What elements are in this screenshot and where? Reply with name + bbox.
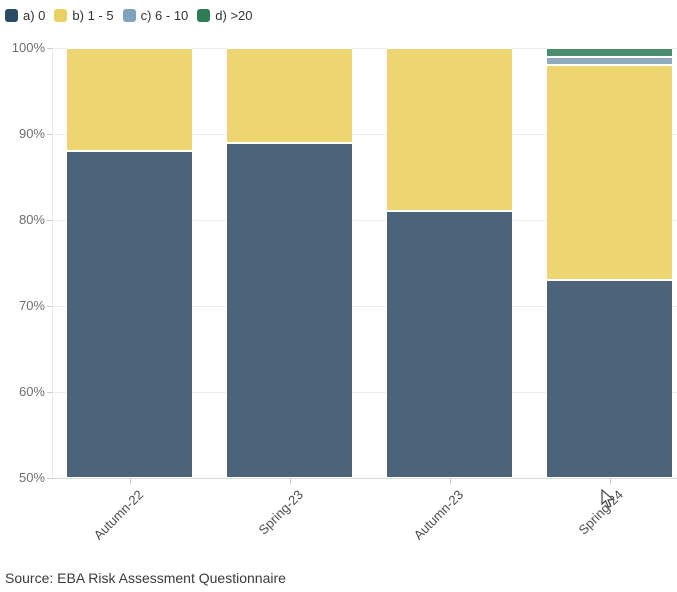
gridline-100 (52, 48, 677, 49)
legend-swatch-icon (122, 9, 136, 22)
y-tick-mark (47, 306, 52, 307)
stacked-bar-spring-24 (546, 48, 673, 478)
bar-segment-b-1-5 (386, 48, 513, 212)
gridline-80 (52, 220, 677, 221)
bar-segment-a-0 (226, 142, 353, 478)
source-caption: Source: EBA Risk Assessment Questionnair… (5, 570, 286, 586)
bar-segment-a-0 (546, 280, 673, 478)
y-axis-label-90: 90% (18, 126, 45, 141)
bar-segment-b-1-5 (226, 48, 353, 143)
stacked-bar-autumn-23 (386, 48, 513, 478)
legend-item-c-6-10[interactable]: c) 6 - 10 (122, 8, 189, 23)
y-axis-label-70: 70% (18, 298, 45, 313)
y-axis-label-50: 50% (18, 470, 45, 485)
legend-label: a) 0 (23, 8, 46, 23)
x-axis-label-autumn-23: Autumn-23 (410, 487, 467, 543)
mouse-cursor-icon (601, 489, 615, 508)
bar-segment-b-1-5 (546, 65, 673, 281)
x-tick-mark (289, 479, 291, 484)
x-tick-mark (449, 479, 451, 484)
bar-segment-d-20 (546, 48, 673, 57)
gridline-50 (52, 478, 677, 479)
legend-swatch-icon (54, 9, 68, 22)
bar-segment-a-0 (66, 151, 193, 478)
y-axis-label-100: 100% (11, 40, 45, 55)
y-axis-label-80: 80% (18, 212, 45, 227)
stacked-bar-autumn-22 (66, 48, 193, 478)
y-axis-line (52, 48, 53, 478)
stacked-bar-spring-23 (226, 48, 353, 478)
legend-item-b-1-5[interactable]: b) 1 - 5 (54, 8, 114, 23)
legend-swatch-icon (197, 9, 211, 22)
gridline-90 (52, 134, 677, 135)
legend-label: b) 1 - 5 (72, 8, 114, 23)
gridline-60 (52, 392, 677, 393)
x-axis-label-autumn-22: Autumn-22 (90, 487, 147, 543)
legend-swatch-icon (5, 9, 18, 22)
y-axis-label-60: 60% (18, 384, 45, 399)
bar-segment-c-6-10 (546, 56, 673, 66)
y-tick-mark (47, 478, 52, 479)
legend-label: d) >20 (215, 8, 253, 23)
x-axis-label-spring-23: Spring-23 (255, 487, 307, 538)
chart-legend: a) 0 b) 1 - 5 c) 6 - 10 d) >20 (5, 8, 253, 23)
legend-item-a-0[interactable]: a) 0 (5, 8, 45, 23)
plot-area (52, 48, 677, 479)
x-tick-mark (609, 479, 611, 484)
gridline-70 (52, 306, 677, 307)
bar-segment-b-1-5 (66, 48, 193, 152)
y-tick-mark (47, 392, 52, 393)
y-tick-mark (47, 220, 52, 221)
y-tick-mark (47, 48, 52, 49)
legend-label: c) 6 - 10 (140, 8, 189, 23)
legend-item-d-20[interactable]: d) >20 (197, 8, 253, 23)
y-tick-mark (47, 134, 52, 135)
bar-segment-a-0 (386, 211, 513, 478)
x-tick-mark (129, 479, 131, 484)
